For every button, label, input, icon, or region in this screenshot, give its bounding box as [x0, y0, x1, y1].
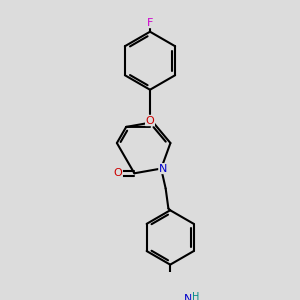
Text: H: H — [192, 292, 199, 300]
Text: O: O — [146, 116, 154, 125]
Text: N: N — [184, 294, 193, 300]
Text: O: O — [114, 168, 122, 178]
Text: O: O — [146, 116, 154, 125]
Text: N: N — [159, 164, 167, 174]
Text: F: F — [147, 18, 153, 28]
